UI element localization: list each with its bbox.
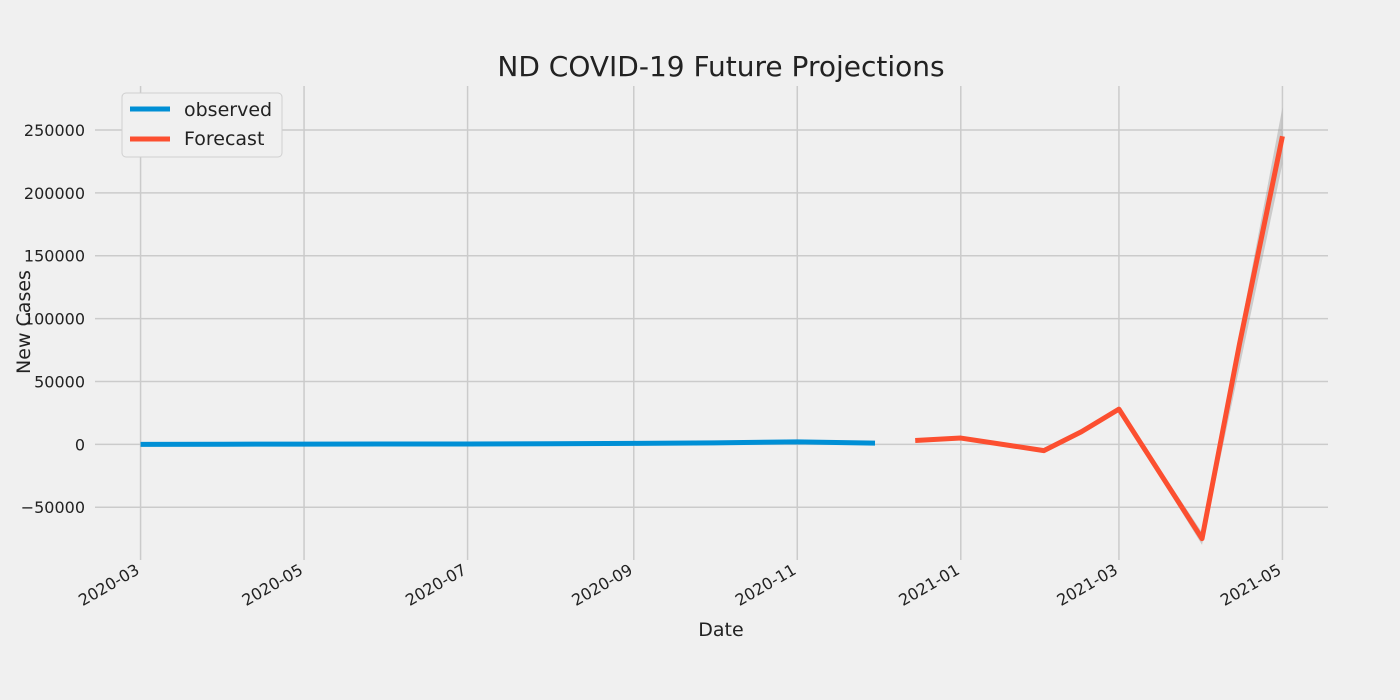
- x-axis-label: Date: [698, 619, 743, 641]
- x-tick-label: 2021-01: [895, 560, 962, 610]
- y-tick-label: 250000: [24, 121, 85, 140]
- chart-title: ND COVID-19 Future Projections: [497, 50, 944, 83]
- y-tick-label: 50000: [34, 372, 85, 391]
- x-tick-label: 2020-11: [732, 560, 799, 610]
- legend-label-observed: observed: [184, 99, 272, 121]
- y-axis-label: New Cases: [13, 270, 35, 374]
- y-tick-label: 100000: [24, 310, 85, 329]
- grid: [95, 86, 1328, 560]
- x-tick-label: 2020-07: [402, 560, 469, 610]
- y-tick-label: 150000: [24, 247, 85, 266]
- series-line-forecast: [915, 135, 1285, 542]
- x-tick-labels: 2020-03 2020-05 2020-07 2020-09 2020-11 2021-…: [75, 560, 1284, 610]
- legend-label-forecast: Forecast: [184, 128, 264, 150]
- forecast-confidence-area: [1118, 107, 1283, 545]
- x-tick-label: 2020-09: [568, 560, 635, 610]
- legend: observed Forecast: [121, 92, 283, 158]
- confidence-band: [1118, 107, 1283, 545]
- series-lines: [140, 135, 1285, 542]
- y-tick-label: −50000: [21, 498, 85, 517]
- x-tick-label: 2021-05: [1217, 560, 1284, 610]
- series-line-observed: [140, 439, 876, 447]
- x-tick-label: 2020-03: [75, 560, 142, 610]
- x-tick-label: 2020-05: [239, 560, 306, 610]
- x-tick-label: 2021-03: [1054, 560, 1121, 610]
- y-tick-label: 0: [75, 435, 85, 454]
- y-tick-labels: 250000 200000 150000 100000 50000 0 −50000: [21, 121, 85, 517]
- y-tick-label: 200000: [24, 184, 85, 203]
